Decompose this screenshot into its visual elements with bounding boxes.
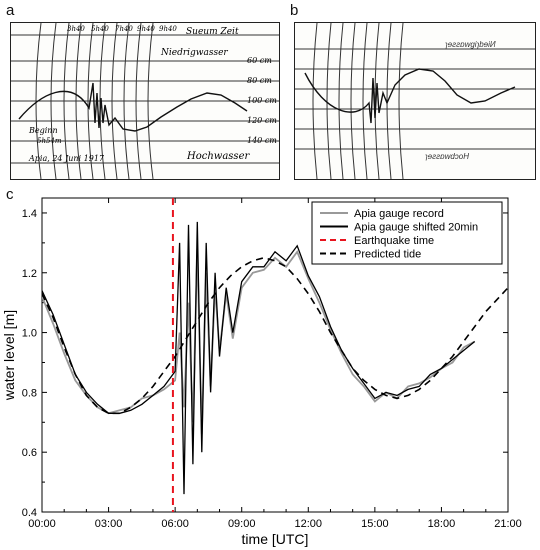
legend: Apia gauge record Apia gauge shifted 20mi… <box>311 201 503 265</box>
marigram-a-drawing: Sueum Zeit 3h40 5h40 7h40 9h40 9h40 Nied… <box>11 23 279 179</box>
x-tick-label: 06:00 <box>161 518 189 530</box>
y-tick-label: 1.0 <box>22 328 37 340</box>
legend-label: Predicted tide <box>354 249 421 261</box>
marigram-b-trace <box>304 68 516 124</box>
x-axis: 00:00 03:00 06:00 09:00 12:00 15:00 18:00 21:00 <box>28 198 522 530</box>
marigram-a-time-1: 3h40 <box>67 25 85 33</box>
marigram-a-beginn: Beginn <box>28 126 58 135</box>
marigram-a-beginn-time: 5h54m <box>37 137 62 145</box>
marigram-a-header: Sueum Zeit <box>186 27 239 37</box>
y-axis-label: water level [m] <box>1 310 17 401</box>
series-line-predicted-tide <box>42 256 508 415</box>
x-tick-label: 18:00 <box>428 518 456 530</box>
panel-letter-b: b <box>290 2 299 19</box>
marigram-b-grid <box>295 23 535 179</box>
marigram-a-hoch: Hochwasser <box>186 151 250 162</box>
y-tick-label: 1.4 <box>22 208 37 220</box>
legend-label: Earthquake time <box>354 235 434 247</box>
plot-frame <box>41 197 509 513</box>
marigram-a-scale-100: 100 cm <box>247 96 277 105</box>
x-axis-label: time [UTC] <box>242 531 309 547</box>
x-tick-label: 03:00 <box>95 518 123 530</box>
marigram-scan-a: Sueum Zeit 3h40 5h40 7h40 9h40 9h40 Nied… <box>10 22 280 180</box>
series-line-apia-gauge-record <box>42 248 476 435</box>
y-axis: 0.4 0.6 0.8 1.0 1.2 1.4 <box>22 208 508 519</box>
marigram-a-date: Apia, 24 Juni 1917 <box>28 154 105 163</box>
marigram-a-scale-140: 140 cm <box>247 136 277 145</box>
series-layer <box>42 221 508 495</box>
marigram-scan-b: ɿɘƨƨɒwgiɿbɘiИ ɿɘƨƨɒwdɔoH <box>294 22 536 180</box>
marigram-b-drawing: ɿɘƨƨɒwgiɿbɘiИ ɿɘƨƨɒwdɔoH <box>295 23 535 179</box>
legend-label: Apia gauge shifted 20min <box>354 222 478 234</box>
x-tick-label: 21:00 <box>494 518 522 530</box>
marigram-a-trace <box>18 82 248 132</box>
x-tick-label: 09:00 <box>228 518 256 530</box>
marigram-a-time-4: 9h40 <box>137 25 155 33</box>
series-line-apia-gauge-shifted-20min <box>42 221 476 495</box>
y-tick-label: 0.4 <box>22 507 37 519</box>
x-tick-label: 00:00 <box>28 518 56 530</box>
marigram-a-grid <box>11 23 279 179</box>
marigram-a-scale-120: 120 cm <box>247 116 277 125</box>
marigram-a-niedrig: Niedrigwasser <box>160 48 228 58</box>
marigram-a-scale-80: 80 cm <box>247 76 272 85</box>
marigram-a-time-3: 7h40 <box>115 25 133 33</box>
x-tick-label: 12:00 <box>295 518 323 530</box>
panel-letter-a: a <box>6 2 15 19</box>
x-tick-label: 15:00 <box>361 518 389 530</box>
panel-letter-c: c <box>6 186 14 203</box>
marigram-b-mirrored-header: ɿɘƨƨɒwgiɿbɘiИ <box>445 40 496 49</box>
tide-chart: 0.4 0.6 0.8 1.0 1.2 1.4 00:00 03:00 06:00 09:00 1… <box>1 197 522 547</box>
y-tick-label: 1.2 <box>22 268 37 280</box>
marigram-a-time-5: 9h40 <box>159 25 177 33</box>
legend-label: Apia gauge record <box>354 208 444 220</box>
marigram-a-scale-60: 60 cm <box>247 56 272 65</box>
marigram-b-mirrored-footer: ɿɘƨƨɒwdɔoH <box>425 152 469 161</box>
marigram-a-time-2: 5h40 <box>91 25 109 33</box>
y-tick-label: 0.6 <box>22 447 37 459</box>
y-tick-label: 0.8 <box>22 387 37 399</box>
